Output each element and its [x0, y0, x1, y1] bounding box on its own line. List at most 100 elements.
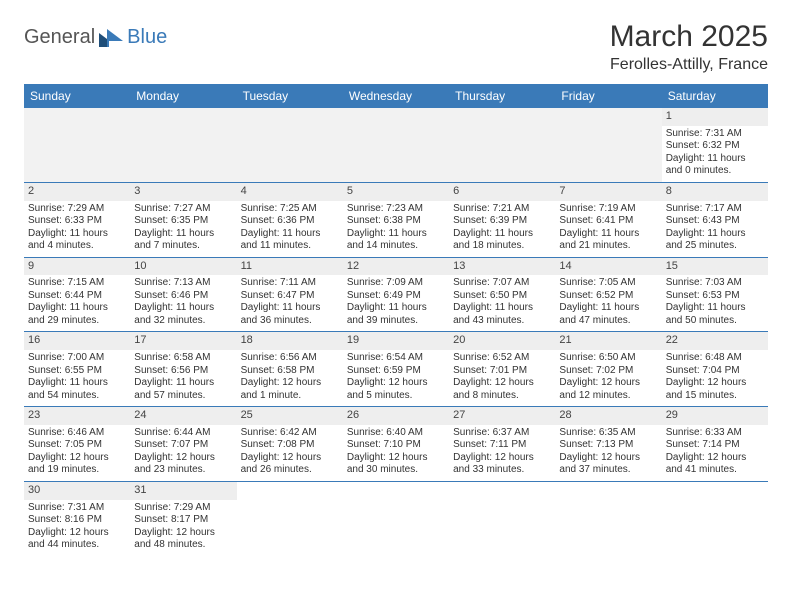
daylight-text: and 11 minutes.	[241, 240, 339, 253]
daylight-text: Daylight: 12 hours	[347, 377, 445, 390]
calendar-cell: 19Sunrise: 6:54 AMSunset: 6:59 PMDayligh…	[343, 332, 449, 407]
calendar-cell: 13Sunrise: 7:07 AMSunset: 6:50 PMDayligh…	[449, 257, 555, 332]
day-number: 31	[130, 482, 236, 500]
day-header-row: Sunday Monday Tuesday Wednesday Thursday…	[24, 84, 768, 108]
daylight-text: Daylight: 11 hours	[241, 228, 339, 241]
calendar-cell: 7Sunrise: 7:19 AMSunset: 6:41 PMDaylight…	[555, 182, 661, 257]
day-number: 26	[343, 407, 449, 425]
calendar-cell	[24, 108, 130, 182]
sunrise-text: Sunrise: 6:52 AM	[453, 352, 551, 365]
sunrise-text: Sunrise: 6:35 AM	[559, 427, 657, 440]
calendar-cell: 26Sunrise: 6:40 AMSunset: 7:10 PMDayligh…	[343, 407, 449, 482]
logo-text-general: General	[24, 26, 95, 49]
logo-text-blue: Blue	[127, 26, 167, 49]
daylight-text: Daylight: 11 hours	[28, 302, 126, 315]
sunrise-text: Sunrise: 6:50 AM	[559, 352, 657, 365]
sunset-text: Sunset: 6:46 PM	[134, 290, 232, 303]
location: Ferolles-Attilly, France	[610, 56, 768, 74]
calendar-cell: 11Sunrise: 7:11 AMSunset: 6:47 PMDayligh…	[237, 257, 343, 332]
day-header: Tuesday	[237, 84, 343, 108]
calendar-cell: 10Sunrise: 7:13 AMSunset: 6:46 PMDayligh…	[130, 257, 236, 332]
calendar-cell	[343, 108, 449, 182]
sunset-text: Sunset: 7:01 PM	[453, 365, 551, 378]
calendar-cell: 6Sunrise: 7:21 AMSunset: 6:39 PMDaylight…	[449, 182, 555, 257]
sunset-text: Sunset: 6:33 PM	[28, 215, 126, 228]
daylight-text: and 57 minutes.	[134, 390, 232, 403]
daylight-text: and 48 minutes.	[134, 539, 232, 552]
sunset-text: Sunset: 8:17 PM	[134, 514, 232, 527]
daylight-text: Daylight: 12 hours	[453, 452, 551, 465]
daylight-text: and 21 minutes.	[559, 240, 657, 253]
calendar-cell: 15Sunrise: 7:03 AMSunset: 6:53 PMDayligh…	[662, 257, 768, 332]
calendar-cell: 8Sunrise: 7:17 AMSunset: 6:43 PMDaylight…	[662, 182, 768, 257]
day-number: 12	[343, 258, 449, 276]
calendar-cell: 28Sunrise: 6:35 AMSunset: 7:13 PMDayligh…	[555, 407, 661, 482]
daylight-text: Daylight: 11 hours	[134, 302, 232, 315]
day-number: 4	[237, 183, 343, 201]
day-number: 8	[662, 183, 768, 201]
daylight-text: Daylight: 12 hours	[28, 527, 126, 540]
sunrise-text: Sunrise: 6:42 AM	[241, 427, 339, 440]
daylight-text: and 44 minutes.	[28, 539, 126, 552]
day-header: Thursday	[449, 84, 555, 108]
sunrise-text: Sunrise: 7:09 AM	[347, 277, 445, 290]
sunset-text: Sunset: 6:59 PM	[347, 365, 445, 378]
daylight-text: and 1 minute.	[241, 390, 339, 403]
daylight-text: Daylight: 11 hours	[241, 302, 339, 315]
sunset-text: Sunset: 6:49 PM	[347, 290, 445, 303]
sunset-text: Sunset: 7:05 PM	[28, 439, 126, 452]
day-number: 7	[555, 183, 661, 201]
daylight-text: and 50 minutes.	[666, 315, 764, 328]
daylight-text: and 43 minutes.	[453, 315, 551, 328]
daylight-text: and 12 minutes.	[559, 390, 657, 403]
daylight-text: Daylight: 12 hours	[241, 452, 339, 465]
sunset-text: Sunset: 6:39 PM	[453, 215, 551, 228]
daylight-text: and 14 minutes.	[347, 240, 445, 253]
calendar-cell	[449, 481, 555, 555]
calendar-cell: 18Sunrise: 6:56 AMSunset: 6:58 PMDayligh…	[237, 332, 343, 407]
daylight-text: Daylight: 11 hours	[559, 228, 657, 241]
sunrise-text: Sunrise: 7:27 AM	[134, 203, 232, 216]
daylight-text: Daylight: 11 hours	[347, 228, 445, 241]
day-number: 28	[555, 407, 661, 425]
daylight-text: Daylight: 11 hours	[134, 377, 232, 390]
day-number: 3	[130, 183, 236, 201]
daylight-text: and 32 minutes.	[134, 315, 232, 328]
sunset-text: Sunset: 7:14 PM	[666, 439, 764, 452]
calendar-cell: 30Sunrise: 7:31 AMSunset: 8:16 PMDayligh…	[24, 481, 130, 555]
calendar-cell: 14Sunrise: 7:05 AMSunset: 6:52 PMDayligh…	[555, 257, 661, 332]
calendar-table: Sunday Monday Tuesday Wednesday Thursday…	[24, 84, 768, 556]
day-number: 16	[24, 332, 130, 350]
sunrise-text: Sunrise: 6:44 AM	[134, 427, 232, 440]
daylight-text: Daylight: 11 hours	[28, 377, 126, 390]
sunset-text: Sunset: 6:53 PM	[666, 290, 764, 303]
sunset-text: Sunset: 6:43 PM	[666, 215, 764, 228]
day-number: 24	[130, 407, 236, 425]
calendar-cell: 23Sunrise: 6:46 AMSunset: 7:05 PMDayligh…	[24, 407, 130, 482]
sunrise-text: Sunrise: 7:31 AM	[666, 128, 764, 141]
daylight-text: Daylight: 11 hours	[28, 228, 126, 241]
daylight-text: and 29 minutes.	[28, 315, 126, 328]
sunset-text: Sunset: 6:50 PM	[453, 290, 551, 303]
sunrise-text: Sunrise: 7:03 AM	[666, 277, 764, 290]
day-number: 15	[662, 258, 768, 276]
sunset-text: Sunset: 7:10 PM	[347, 439, 445, 452]
sunrise-text: Sunrise: 7:19 AM	[559, 203, 657, 216]
calendar-cell	[662, 481, 768, 555]
day-number: 2	[24, 183, 130, 201]
daylight-text: Daylight: 11 hours	[559, 302, 657, 315]
calendar-cell	[555, 108, 661, 182]
calendar-row: 30Sunrise: 7:31 AMSunset: 8:16 PMDayligh…	[24, 481, 768, 555]
daylight-text: Daylight: 12 hours	[559, 377, 657, 390]
day-number: 30	[24, 482, 130, 500]
calendar-cell: 27Sunrise: 6:37 AMSunset: 7:11 PMDayligh…	[449, 407, 555, 482]
day-number: 18	[237, 332, 343, 350]
sunrise-text: Sunrise: 7:17 AM	[666, 203, 764, 216]
sunset-text: Sunset: 8:16 PM	[28, 514, 126, 527]
day-header: Friday	[555, 84, 661, 108]
calendar-cell: 12Sunrise: 7:09 AMSunset: 6:49 PMDayligh…	[343, 257, 449, 332]
sunrise-text: Sunrise: 7:11 AM	[241, 277, 339, 290]
sunrise-text: Sunrise: 6:37 AM	[453, 427, 551, 440]
sunset-text: Sunset: 6:52 PM	[559, 290, 657, 303]
sunrise-text: Sunrise: 6:40 AM	[347, 427, 445, 440]
